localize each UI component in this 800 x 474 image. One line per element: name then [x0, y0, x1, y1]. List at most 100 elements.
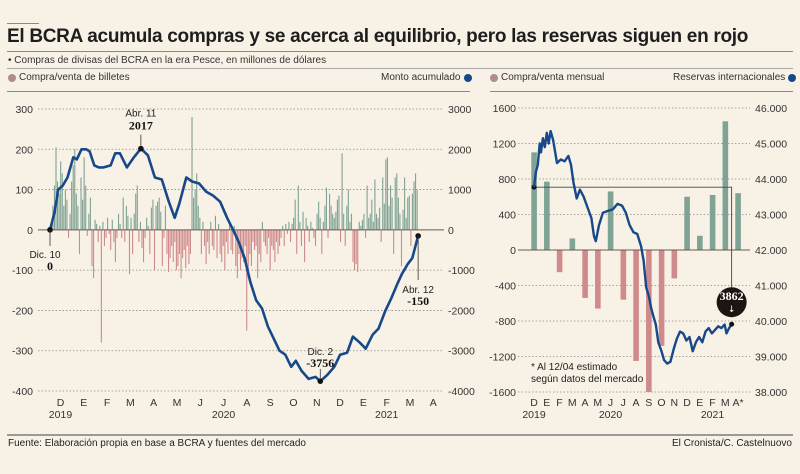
daily-bar [225, 229, 227, 242]
daily-bar [222, 229, 224, 246]
daily-bar [275, 229, 277, 242]
footnote-line: según datos del mercado [531, 374, 644, 385]
daily-bar [210, 221, 212, 230]
daily-bar [77, 205, 79, 230]
title-rule [7, 51, 793, 52]
daily-bar [139, 221, 141, 230]
legend-line-dot-icon [463, 73, 472, 82]
daily-bar [377, 217, 379, 230]
legend-daily-bars-label: Compra/venta de billetes [19, 72, 130, 83]
right-legend-rule [490, 91, 793, 92]
daily-bar [283, 229, 285, 246]
daily-bar [318, 201, 320, 230]
daily-bar [354, 229, 356, 271]
annotation-value: -3756 [306, 356, 334, 370]
right-axis-tick-label: 1000 [448, 185, 472, 197]
x-year-label: 2019 [49, 409, 73, 421]
x-year-label: 2020 [212, 409, 236, 421]
right-axis-tick-label: -2000 [448, 305, 475, 317]
daily-bar [360, 225, 362, 230]
daily-bar [100, 229, 102, 343]
daily-bar [161, 229, 163, 267]
daily-bar [144, 229, 146, 238]
daily-bar [117, 213, 120, 230]
daily-bar [316, 213, 318, 230]
daily-bar [164, 205, 166, 230]
right-axis-tick-label: 46.000 [755, 103, 787, 115]
daily-bar [411, 193, 413, 230]
daily-bar [227, 229, 229, 255]
x-month-label: J [621, 397, 626, 409]
left-legend-rule [7, 91, 470, 92]
monthly-bar [722, 121, 729, 250]
daily-bar [89, 197, 91, 230]
daily-bar [57, 181, 59, 230]
daily-bar [69, 213, 71, 230]
x-month-label: S [645, 397, 652, 409]
left-axis-tick-label: -100 [12, 265, 33, 277]
daily-bar [188, 229, 190, 265]
legend-accumulated: Monto acumulado [381, 72, 472, 83]
daily-bar [330, 205, 332, 230]
daily-bar [130, 217, 132, 230]
daily-bar [111, 219, 113, 230]
x-month-label: A [150, 397, 157, 409]
daily-bar [247, 229, 249, 279]
daily-bar [107, 217, 109, 230]
daily-bar [67, 229, 70, 238]
daily-bar [158, 197, 160, 230]
daily-bar [410, 229, 412, 246]
daily-bar [121, 229, 123, 238]
daily-bar [358, 221, 360, 230]
daily-bar [286, 229, 288, 234]
x-month-label: D [57, 397, 65, 409]
footer-rule [7, 434, 793, 436]
daily-bar [325, 187, 328, 230]
x-month-label: D [336, 397, 344, 409]
right-axis-tick-label: 2000 [448, 144, 472, 156]
daily-bar [92, 229, 95, 279]
daily-bar [216, 229, 218, 259]
daily-bar [108, 229, 110, 234]
daily-bar [66, 199, 68, 230]
x-month-label: F [709, 397, 715, 409]
daily-bar [72, 165, 74, 230]
daily-bar [241, 229, 243, 259]
daily-bar [261, 221, 263, 230]
subtitle: • Compras de divisas del BCRA en la era … [8, 55, 327, 66]
daily-bar [58, 193, 60, 230]
right-axis-tick-label: 39.000 [755, 352, 787, 364]
monthly-bar [620, 250, 627, 300]
right-axis-tick-label: 40.000 [755, 316, 787, 328]
daily-bar [260, 229, 262, 263]
daily-bar [350, 213, 353, 230]
x-month-label: M [173, 397, 182, 409]
daily-bar [102, 221, 104, 230]
daily-bar [361, 219, 363, 230]
daily-bar [171, 229, 173, 246]
daily-bar [383, 203, 385, 230]
x-month-label: N [313, 397, 321, 409]
daily-bar [368, 217, 370, 230]
daily-bar [221, 229, 223, 263]
daily-bar [391, 197, 393, 230]
x-month-label: A [581, 397, 588, 409]
daily-bar [288, 221, 290, 230]
daily-bar [183, 229, 185, 250]
subtitle-rule [7, 68, 793, 69]
daily-bar [257, 229, 259, 279]
annotation-value: 0 [47, 259, 53, 273]
daily-bar [319, 217, 321, 230]
left-axis-tick-label: -800 [495, 316, 516, 328]
daily-bar [274, 229, 276, 263]
daily-bar [135, 193, 137, 230]
x-month-label: F [104, 397, 110, 409]
daily-bar [249, 229, 251, 255]
daily-bar [233, 225, 235, 230]
daily-bar [310, 221, 312, 230]
daily-bar [194, 189, 196, 230]
daily-bar [96, 223, 98, 230]
daily-bar [63, 205, 65, 230]
x-month-label: F [383, 397, 389, 409]
difference-bracket [534, 186, 733, 303]
